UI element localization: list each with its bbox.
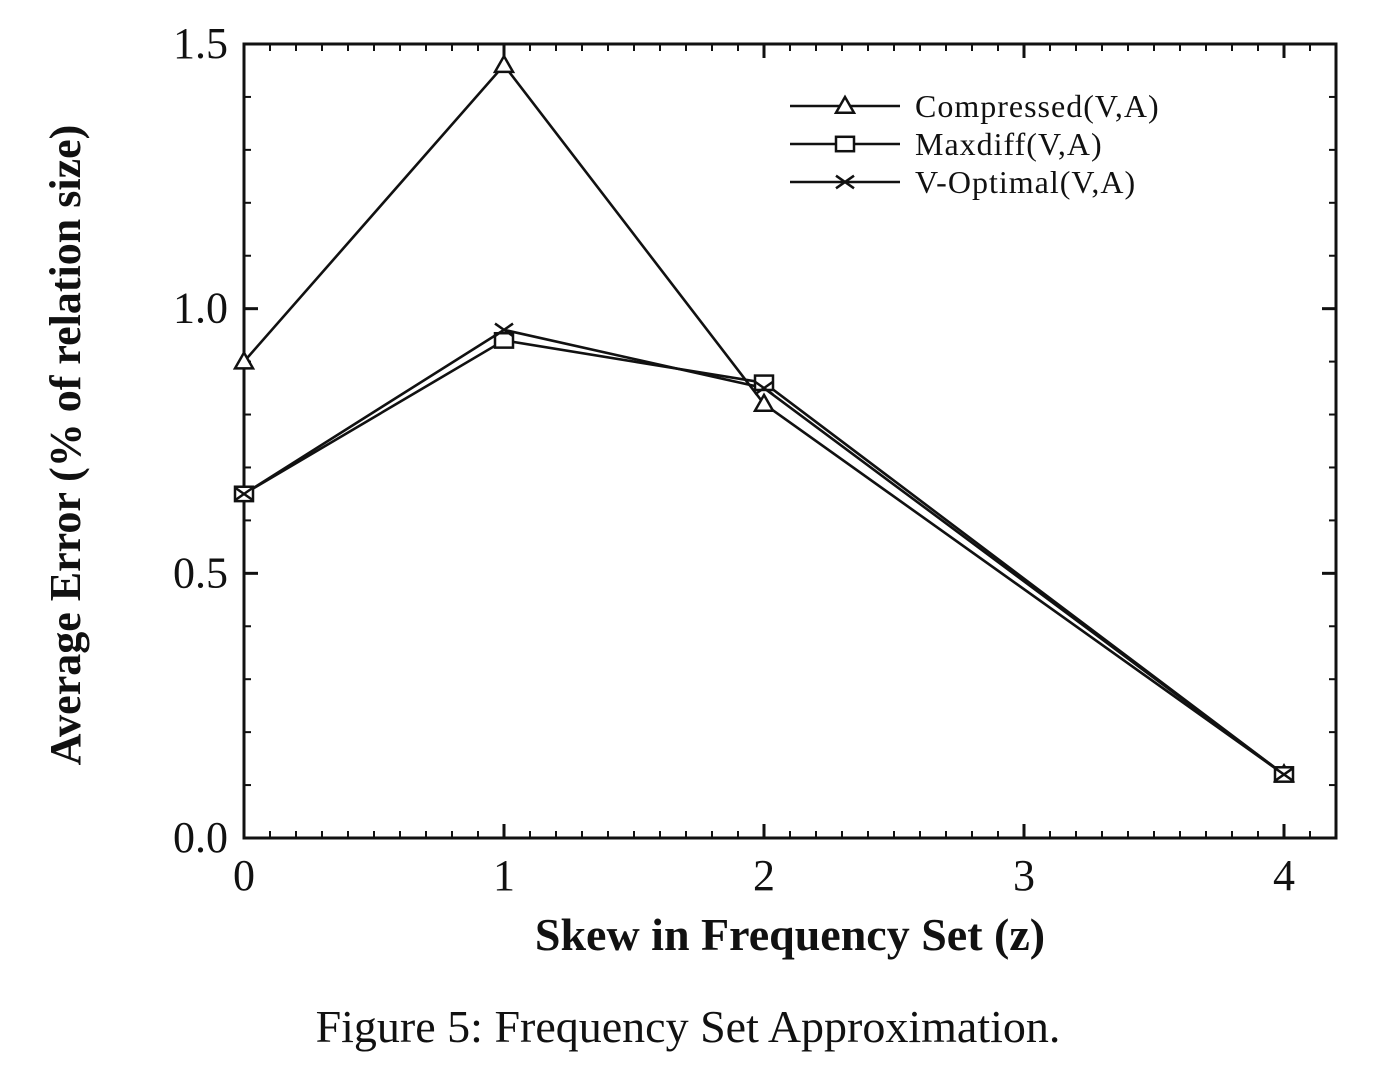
legend-x-marker [835, 174, 855, 190]
x-tick-label: 1 [493, 851, 515, 900]
x-marker [234, 486, 254, 502]
y-tick-label: 0.0 [173, 813, 228, 862]
square-marker [493, 331, 515, 349]
y-tick-label: 1.5 [173, 19, 228, 68]
figure-caption: Figure 5: Frequency Set Approximation. [316, 1001, 1061, 1052]
series-line-1 [243, 63, 1285, 776]
x-axis-title: Skew in Frequency Set (z) [535, 909, 1045, 960]
legend-square-marker [834, 135, 856, 153]
triangle-marker [232, 350, 256, 370]
series-line-2 [243, 339, 1285, 776]
x-tick-label: 3 [1013, 851, 1035, 900]
series-lines [243, 63, 1285, 776]
x-tick-label: 4 [1273, 851, 1295, 900]
series-line-3 [243, 328, 1285, 776]
plot-frame [242, 42, 1338, 840]
x-marker [754, 380, 774, 396]
legend-label: Compressed(V,A) [915, 88, 1160, 124]
x-marker [1274, 767, 1294, 782]
triangle-marker [492, 53, 516, 74]
legend-label: Maxdiff(V,A) [915, 126, 1103, 162]
legend-triangle-marker [833, 94, 857, 114]
series-markers [232, 53, 1296, 783]
triangle-marker [752, 392, 776, 412]
x-marker [494, 322, 514, 338]
y-tick-label: 0.5 [173, 548, 228, 597]
x-tick-label: 0 [233, 851, 255, 900]
y-axis-ticks: 0.0 0.5 1.0 1.5 [173, 19, 1336, 862]
y-axis-title: Average Error (% of relation size) [41, 125, 90, 766]
y-tick-label: 1.0 [173, 284, 228, 333]
legend: Compressed(V,A)Maxdiff(V,A)V-Optimal(V,A… [790, 88, 1160, 200]
x-axis-ticks: 0 1 2 3 4 [233, 44, 1337, 900]
x-tick-label: 2 [753, 851, 775, 900]
legend-label: V-Optimal(V,A) [915, 164, 1136, 200]
